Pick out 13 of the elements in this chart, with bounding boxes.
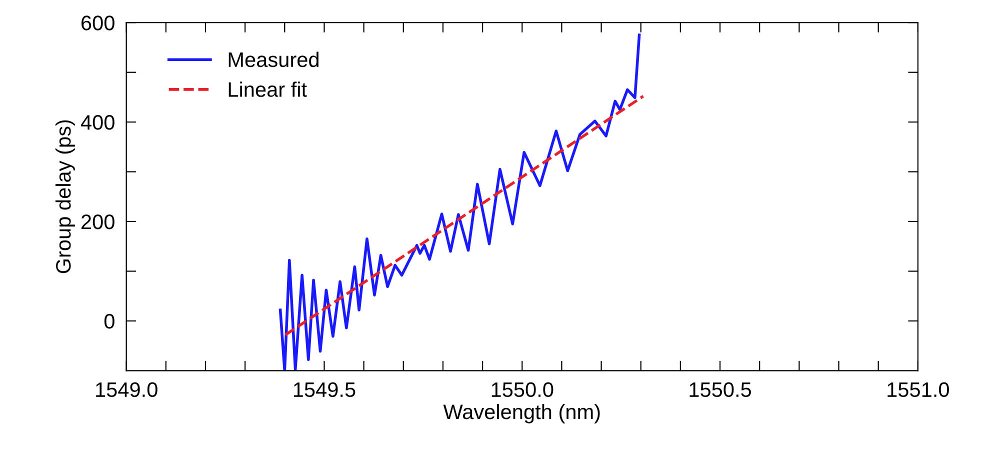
y-tick-label: 600 <box>82 16 114 30</box>
y-tick-label: 0 <box>104 314 114 329</box>
x-tick-label: 1550.5 <box>690 382 752 398</box>
x-tick-label: 1550.0 <box>492 382 554 398</box>
x-tick-label: 1551.0 <box>888 382 949 398</box>
legend-label: Linear fit <box>228 82 307 97</box>
y-tick-label: 400 <box>80 115 114 130</box>
x-tick-label: 1549.5 <box>294 382 356 398</box>
y-tick-label: 200 <box>82 214 114 230</box>
y-axis-title: Group delay (ps) <box>55 120 75 274</box>
x-tick-label: 1549.0 <box>96 382 158 398</box>
legend-label: Measured <box>228 52 318 68</box>
x-axis-title: Wavelength (nm) <box>443 404 600 424</box>
